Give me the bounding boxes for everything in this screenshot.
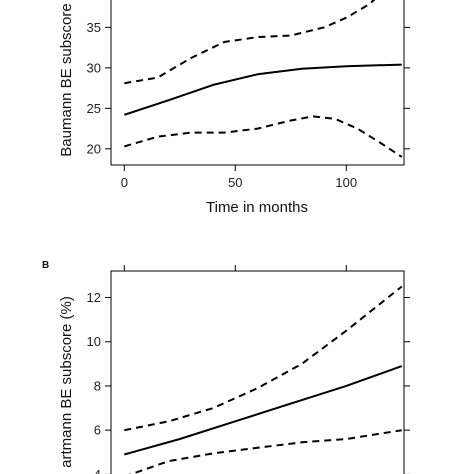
panel-a-y-tick-label: 20 <box>87 141 101 156</box>
panel-a-y-tick-label: 35 <box>87 20 101 35</box>
panel-b-letter: B <box>42 260 49 271</box>
panel-b-y-tick-label: 4 <box>94 467 101 474</box>
panel-a-x-tick-label: 50 <box>228 175 242 190</box>
panel-a: 20 25 30 35 0 50 100 Time in months Baumann BE… <box>58 0 410 216</box>
panel-b: B 4 6 8 10 12 artmann BE subscore (%) <box>42 260 410 474</box>
panel-b-estimate-line <box>124 365 403 456</box>
panel-a-estimate-line <box>123 63 402 116</box>
panel-b-y-tick-label: 12 <box>87 290 101 305</box>
panel-a-ci-line-1 <box>124 0 376 85</box>
panel-a-x-tick-label: 0 <box>121 175 128 190</box>
panel-a-y-axis-title: Baumann BE subscore <box>58 3 75 156</box>
panel-b-plot-frame <box>110 270 405 474</box>
panel-a-plot-frame <box>110 0 405 166</box>
panel-b-ci-line-1 <box>124 285 403 432</box>
panel-a-y-tick-label: 30 <box>87 60 101 75</box>
panel-b-y-tick-label: 10 <box>87 334 101 349</box>
panel-b-y-tick-label: 8 <box>94 378 101 393</box>
panel-b-ci-line-2 <box>128 429 402 474</box>
panel-a-ci-line-2 <box>124 115 403 158</box>
panel-b-y-tick-label: 6 <box>94 423 101 438</box>
panel-a-y-tick-label: 25 <box>87 101 101 116</box>
panel-b-y-axis-title: artmann BE subscore (%) <box>58 296 75 468</box>
panel-a-x-axis-title: Time in months <box>206 199 308 216</box>
panel-a-x-tick-label: 100 <box>335 175 357 190</box>
